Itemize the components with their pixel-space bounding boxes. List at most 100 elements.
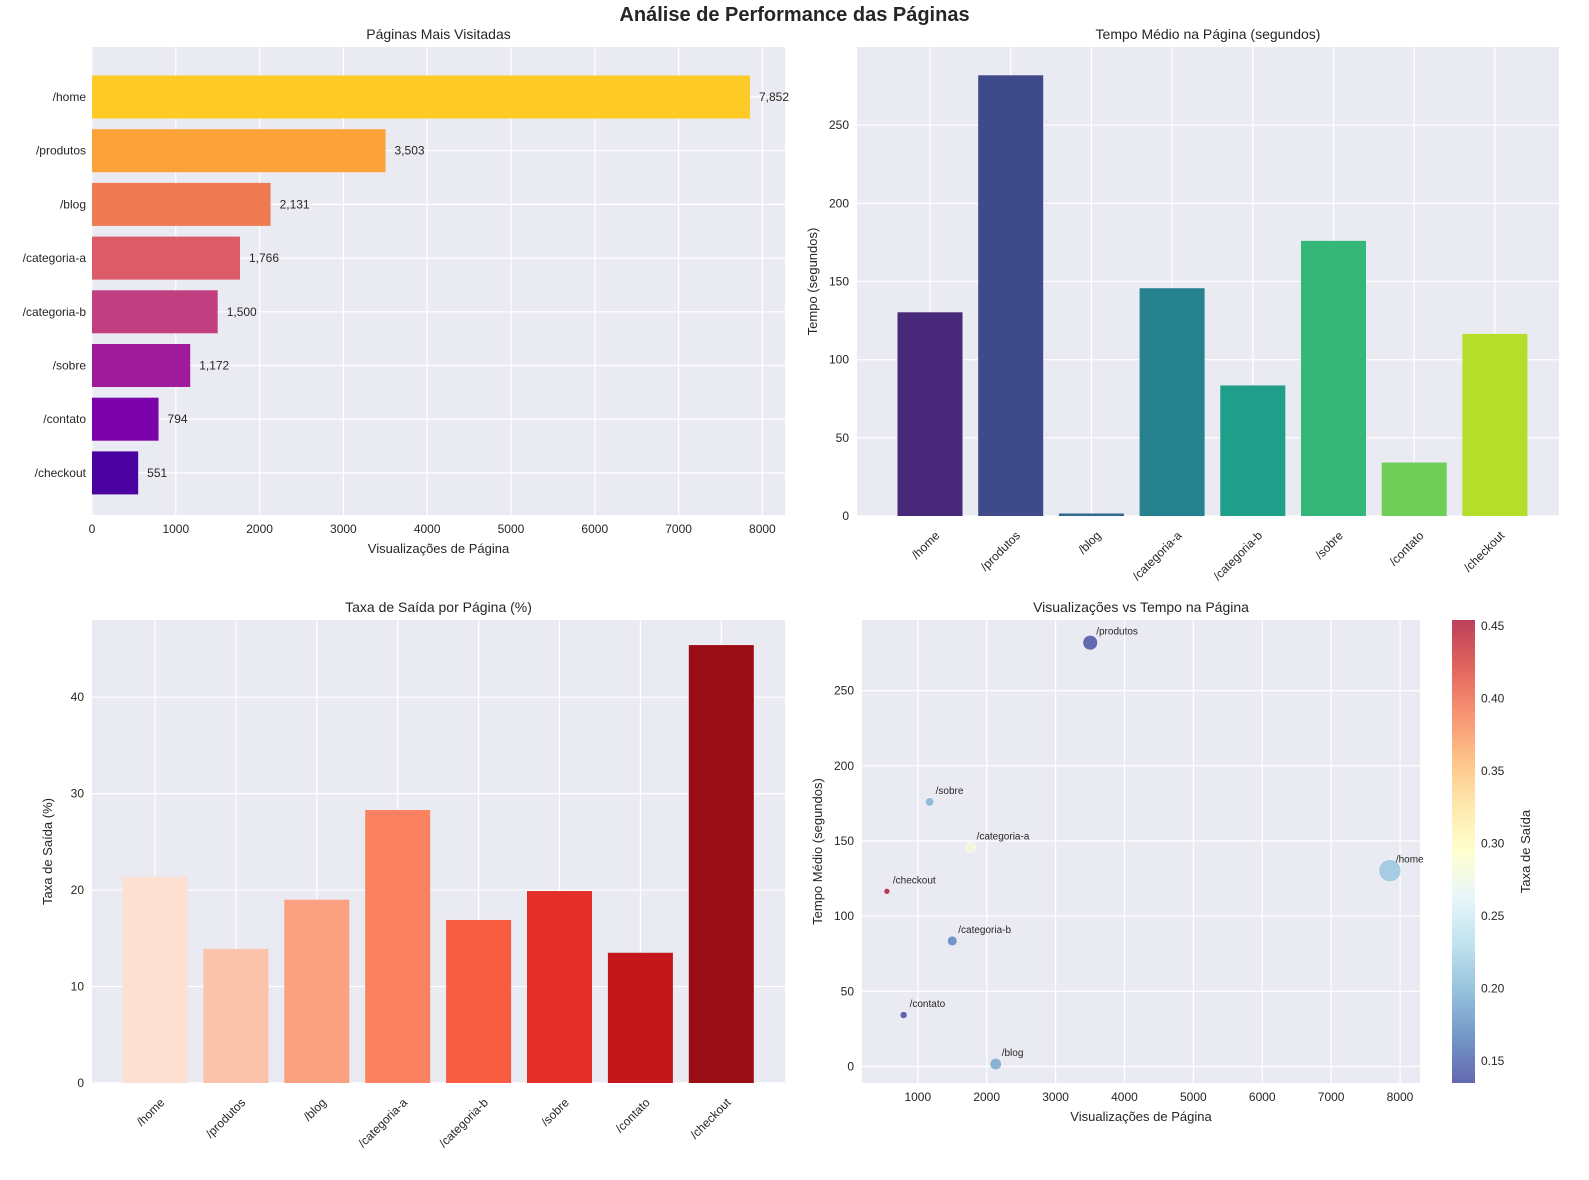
data-label: 794 [168, 412, 188, 426]
x-tick-label: 0 [89, 522, 96, 536]
point-label: /produtos [1096, 627, 1138, 638]
y-tick-label: 50 [841, 984, 855, 998]
axes-background [862, 620, 1420, 1083]
x-tick-label: 4000 [414, 522, 441, 536]
y-tick-label: /categoria-b [23, 305, 87, 319]
x-tick-label: 3000 [330, 522, 357, 536]
data-label: 7,852 [759, 90, 789, 104]
y-axis-label: Tempo Médio (segundos) [810, 778, 825, 925]
bar [688, 645, 754, 1083]
bar [284, 899, 350, 1083]
bar [92, 290, 218, 334]
x-tick-label: 6000 [1249, 1090, 1276, 1104]
point-label: /sobre [936, 786, 964, 797]
y-tick-label: 0 [842, 509, 849, 523]
y-tick-label: 50 [836, 431, 850, 445]
x-tick-label: 2000 [246, 522, 273, 536]
scatter-point [965, 841, 977, 853]
x-tick-label: /contato [1386, 528, 1426, 568]
scatter-point [1378, 859, 1402, 882]
colorbar-tick-label: 0.30 [1481, 837, 1505, 851]
axes-background [92, 47, 785, 515]
x-tick-label: /sobre [1312, 528, 1346, 562]
bar [92, 75, 750, 119]
x-tick-label: /blog [1075, 528, 1103, 556]
point-label: /contato [910, 999, 946, 1010]
y-tick-label: 100 [834, 909, 854, 923]
y-tick-label: 250 [834, 684, 854, 698]
x-tick-label: /produtos [978, 528, 1023, 573]
chart-title: Taxa de Saída por Página (%) [345, 599, 532, 615]
x-tick-label: 1000 [162, 522, 189, 536]
x-axis-label: Visualizações de Página [1070, 1109, 1212, 1124]
x-tick-label: /contato [613, 1095, 653, 1135]
point-label: /categoria-a [977, 831, 1030, 842]
bar [978, 75, 1044, 517]
colorbar-label: Taxa de Saída [1518, 809, 1533, 893]
x-tick-label: 1000 [904, 1090, 931, 1104]
scatter-point [1082, 635, 1098, 651]
chart-title: Páginas Mais Visitadas [366, 26, 510, 42]
x-tick-label: /home [909, 528, 943, 562]
chart-title: Visualizações vs Tempo na Página [1033, 599, 1249, 615]
y-tick-label: /categoria-a [23, 251, 87, 265]
point-label: /blog [1002, 1048, 1024, 1059]
point-label: /home [1396, 855, 1424, 866]
y-tick-label: 20 [71, 883, 85, 897]
y-tick-label: /blog [60, 197, 86, 211]
x-tick-label: /categoria-a [355, 1095, 410, 1150]
x-tick-label: /categoria-b [1210, 528, 1265, 583]
y-tick-label: 40 [71, 690, 85, 704]
y-tick-label: 0 [77, 1076, 84, 1090]
y-axis-label: Tempo (segundos) [805, 228, 820, 336]
bar [203, 948, 269, 1083]
y-tick-label: 100 [829, 353, 849, 367]
point-label: /categoria-b [958, 925, 1011, 936]
bar [1301, 240, 1366, 516]
y-axis-label: Taxa de Saída (%) [40, 798, 55, 905]
bar [365, 810, 431, 1083]
x-tick-label: 8000 [749, 522, 776, 536]
bar [122, 876, 188, 1083]
y-tick-label: 200 [834, 759, 854, 773]
bar [92, 182, 271, 226]
colorbar-tick-label: 0.45 [1481, 619, 1505, 633]
colorbar-tick-label: 0.25 [1481, 909, 1505, 923]
y-tick-label: 30 [71, 787, 85, 801]
bar [1462, 333, 1528, 516]
x-tick-label: /categoria-a [1130, 528, 1185, 583]
data-label: 1,172 [199, 359, 229, 373]
colorbar [1452, 620, 1475, 1083]
scatter-point [989, 1058, 1002, 1071]
y-tick-label: /produtos [36, 144, 86, 158]
bar [1381, 462, 1447, 516]
y-tick-label: 10 [71, 980, 85, 994]
x-tick-label: /home [134, 1095, 168, 1129]
x-tick-label: /blog [301, 1095, 329, 1123]
x-tick-label: 5000 [498, 522, 525, 536]
y-tick-label: 150 [834, 834, 854, 848]
colorbar-tick-label: 0.15 [1481, 1054, 1505, 1068]
bar [92, 451, 139, 495]
y-tick-label: /contato [43, 412, 86, 426]
y-tick-label: /checkout [35, 466, 87, 480]
bar [92, 236, 240, 280]
x-tick-label: /checkout [1461, 528, 1508, 575]
bar [92, 397, 159, 441]
bar [527, 891, 592, 1083]
x-tick-label: 8000 [1387, 1090, 1414, 1104]
x-tick-label: 5000 [1180, 1090, 1207, 1104]
x-tick-label: 6000 [581, 522, 608, 536]
colorbar-tick-label: 0.40 [1481, 691, 1505, 705]
y-tick-label: /sobre [53, 359, 87, 373]
bar [92, 344, 191, 387]
scatter-point [947, 935, 958, 947]
data-label: 1,766 [249, 251, 279, 265]
colorbar-tick-label: 0.20 [1481, 982, 1505, 996]
data-label: 1,500 [227, 305, 257, 319]
x-tick-label: /checkout [687, 1095, 734, 1142]
point-label: /checkout [893, 875, 936, 886]
colorbar-tick-label: 0.35 [1481, 764, 1505, 778]
x-tick-label: /produtos [203, 1095, 248, 1140]
bar [446, 919, 512, 1083]
